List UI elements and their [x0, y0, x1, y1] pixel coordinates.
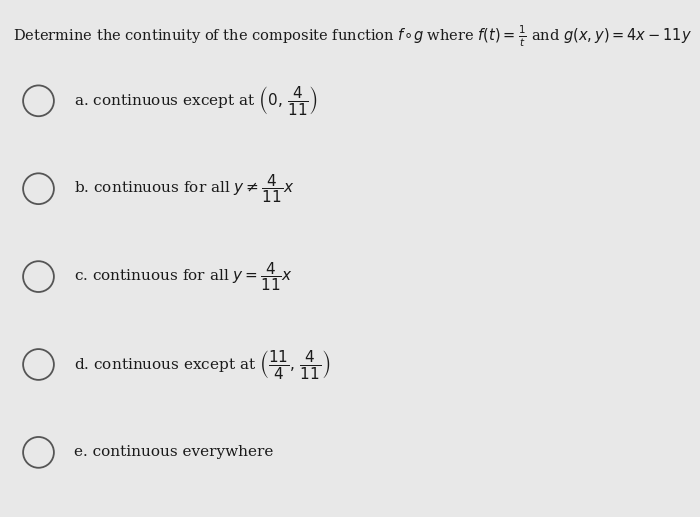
Text: a. continuous except at $\left(0,\, \dfrac{4}{11}\right)$: a. continuous except at $\left(0,\, \dfr… — [74, 84, 318, 117]
Text: c. continuous for all $y = \dfrac{4}{11}x$: c. continuous for all $y = \dfrac{4}{11}… — [74, 260, 293, 293]
Text: b. continuous for all $y \neq \dfrac{4}{11}x$: b. continuous for all $y \neq \dfrac{4}{… — [74, 172, 294, 205]
Text: Determine the continuity of the composite function $f\!\circ\! g$ where $f(t) = : Determine the continuity of the composit… — [13, 23, 692, 49]
Text: d. continuous except at $\left(\dfrac{11}{4},\, \dfrac{4}{11}\right)$: d. continuous except at $\left(\dfrac{11… — [74, 348, 330, 381]
Text: e. continuous everywhere: e. continuous everywhere — [74, 445, 273, 460]
